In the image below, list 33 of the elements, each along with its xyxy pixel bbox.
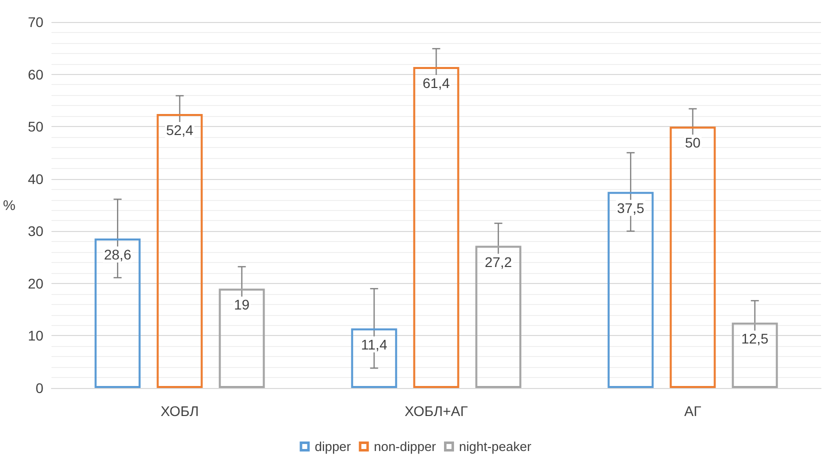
bar: [156, 114, 203, 388]
data-label: 27,2: [484, 254, 512, 270]
y-tick-label: 0: [36, 380, 44, 396]
y-tick-label: 70: [28, 14, 44, 30]
y-tick-label: 10: [28, 328, 44, 344]
bar: [94, 238, 141, 388]
bar: [670, 126, 716, 388]
data-label: 52,4: [166, 122, 194, 138]
x-tick-label: ХОБЛ+АГ: [404, 403, 468, 419]
data-label: 12,5: [741, 330, 769, 347]
data-label: 61,4: [422, 74, 450, 91]
data-label: 28,6: [104, 246, 132, 262]
legend-label: non-dipper: [374, 439, 437, 454]
y-tick-label: 20: [28, 275, 44, 292]
y-axis-title: %: [2, 197, 16, 213]
data-label: 37,5: [617, 200, 644, 216]
bar: [218, 288, 265, 388]
y-tick-label: 40: [28, 170, 44, 187]
bar: [732, 322, 778, 388]
legend-label: dipper: [314, 439, 352, 454]
bar: [413, 66, 460, 388]
x-tick-label: АГ: [684, 403, 702, 419]
y-tick-label: 30: [28, 223, 44, 240]
bar: [351, 328, 398, 388]
x-tick-label: ХОБЛ: [160, 403, 199, 419]
legend-label: night-peaker: [459, 439, 532, 454]
bar: [475, 246, 522, 388]
data-label: 19: [234, 296, 250, 313]
y-tick-label: 50: [28, 118, 44, 135]
data-label: 11,4: [361, 336, 388, 352]
data-label: 50: [684, 134, 701, 151]
bar: [608, 192, 654, 388]
y-tick-label: 60: [28, 66, 44, 82]
